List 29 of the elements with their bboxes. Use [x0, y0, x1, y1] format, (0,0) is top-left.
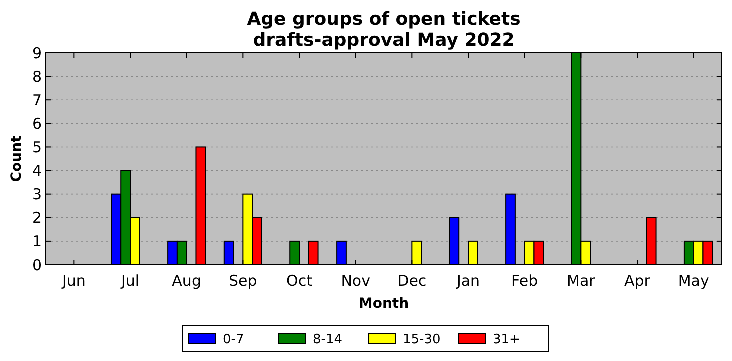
y-tick-label: 1 [32, 232, 42, 251]
chart-title: Age groups of open tickets drafts-approval May 2022 [247, 9, 521, 51]
x-tick-label: Oct [286, 272, 313, 290]
x-tick-label: Feb [512, 272, 538, 290]
legend-label: 31+ [493, 332, 520, 348]
x-tick-label: Dec [398, 272, 427, 290]
y-tick-label: 5 [32, 138, 42, 156]
legend-label: 0-7 [223, 332, 244, 348]
y-tick-label: 4 [32, 162, 42, 180]
y-tick-label: 3 [32, 186, 42, 204]
legend-label: 8-14 [313, 332, 343, 348]
y-tick-label: 7 [32, 91, 42, 110]
x-tick-label: Mar [567, 272, 596, 290]
y-tick-label: 0 [32, 256, 42, 274]
x-tick-label: Sep [229, 272, 258, 290]
x-tick-label: Aug [172, 272, 202, 290]
y-tick-label: 2 [32, 209, 42, 228]
x-axis-title: Month [358, 296, 410, 312]
x-tick-label: May [678, 272, 710, 290]
y-tick-label: 6 [32, 114, 42, 133]
x-tick-label: Jun [61, 272, 86, 290]
legend-label: 15-30 [403, 332, 441, 348]
y-tick-label: 9 [32, 44, 42, 62]
y-tick-label: 8 [32, 68, 42, 86]
y-axis-title: Count [9, 135, 25, 182]
x-tick-label: Jul [120, 272, 140, 290]
x-tick-label: Nov [341, 272, 371, 290]
x-tick-label: Apr [624, 272, 652, 290]
x-tick-label: Jan [456, 272, 480, 290]
